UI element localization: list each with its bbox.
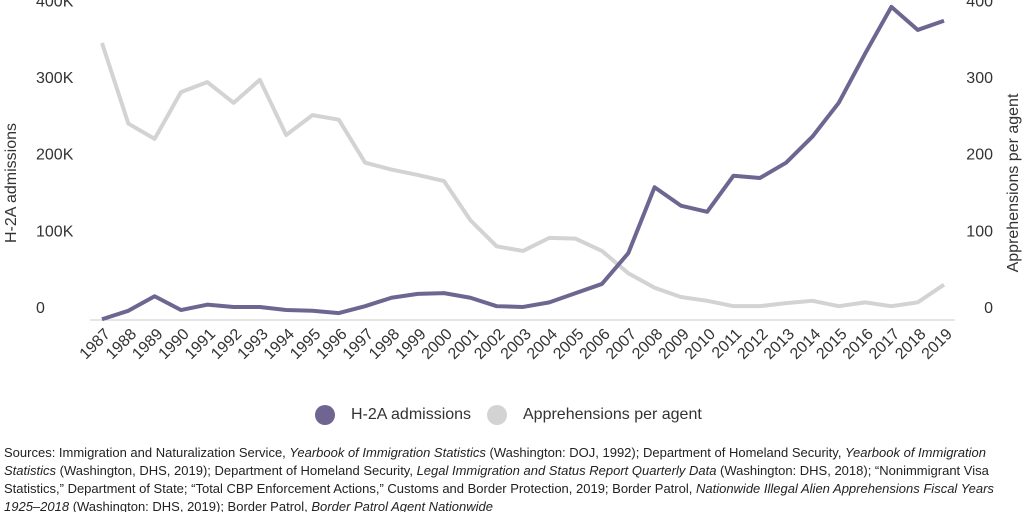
y2-tick-label: 200: [966, 147, 993, 164]
source-note: Sources: Immigration and Naturalization …: [4, 444, 1022, 512]
source-text: Nationwide Illegal Alien Apprehensions F…: [4, 481, 994, 512]
source-text: (Washington: DHS, 2019); Border Patrol,: [69, 499, 312, 512]
y2-axis-title: Apprehensions per agent: [1005, 93, 1022, 272]
y-tick-label: 400K: [36, 0, 74, 10]
y2-tick-label: 100: [966, 223, 993, 240]
source-text: Yearbook of Immigration Statistics: [289, 445, 486, 460]
source-text: Yearbook of Immigration Statistics: [4, 445, 986, 478]
y2-tick-label: 400: [966, 0, 993, 10]
source-text: (Washington, DHS, 2019); Department of H…: [56, 463, 417, 478]
source-text: (Washington: DOJ, 1992); Department of H…: [485, 445, 846, 460]
legend-swatch: [487, 405, 507, 425]
y-tick-label: 200K: [36, 147, 74, 164]
legend-swatch: [315, 405, 335, 425]
y2-tick-label: 300: [966, 70, 993, 87]
source-text: Sources: Immigration and Naturalization …: [4, 445, 290, 460]
source-text: (Washington: DHS, 2018); “Nonimmigrant V…: [4, 463, 989, 496]
legend-label: H-2A admissions: [351, 406, 471, 423]
y-tick-label: 300K: [36, 70, 74, 87]
x-tick-label: 2019: [919, 326, 956, 363]
y-tick-label: 100K: [36, 223, 74, 240]
series-line: [100, 42, 946, 309]
source-text: Legal Immigration and Status Report Quar…: [416, 463, 717, 478]
y2-tick-label: 0: [984, 300, 993, 317]
source-text: Border Patrol Agent Nationwide: [311, 499, 493, 512]
y-axis-title: H-2A admissions: [3, 123, 20, 243]
y-tick-label: 0: [36, 300, 45, 317]
chart: H-2A admissions Apprehensions per agent …: [3, 0, 1022, 425]
series-line: [101, 4, 945, 322]
legend-label: Apprehensions per agent: [523, 406, 702, 423]
